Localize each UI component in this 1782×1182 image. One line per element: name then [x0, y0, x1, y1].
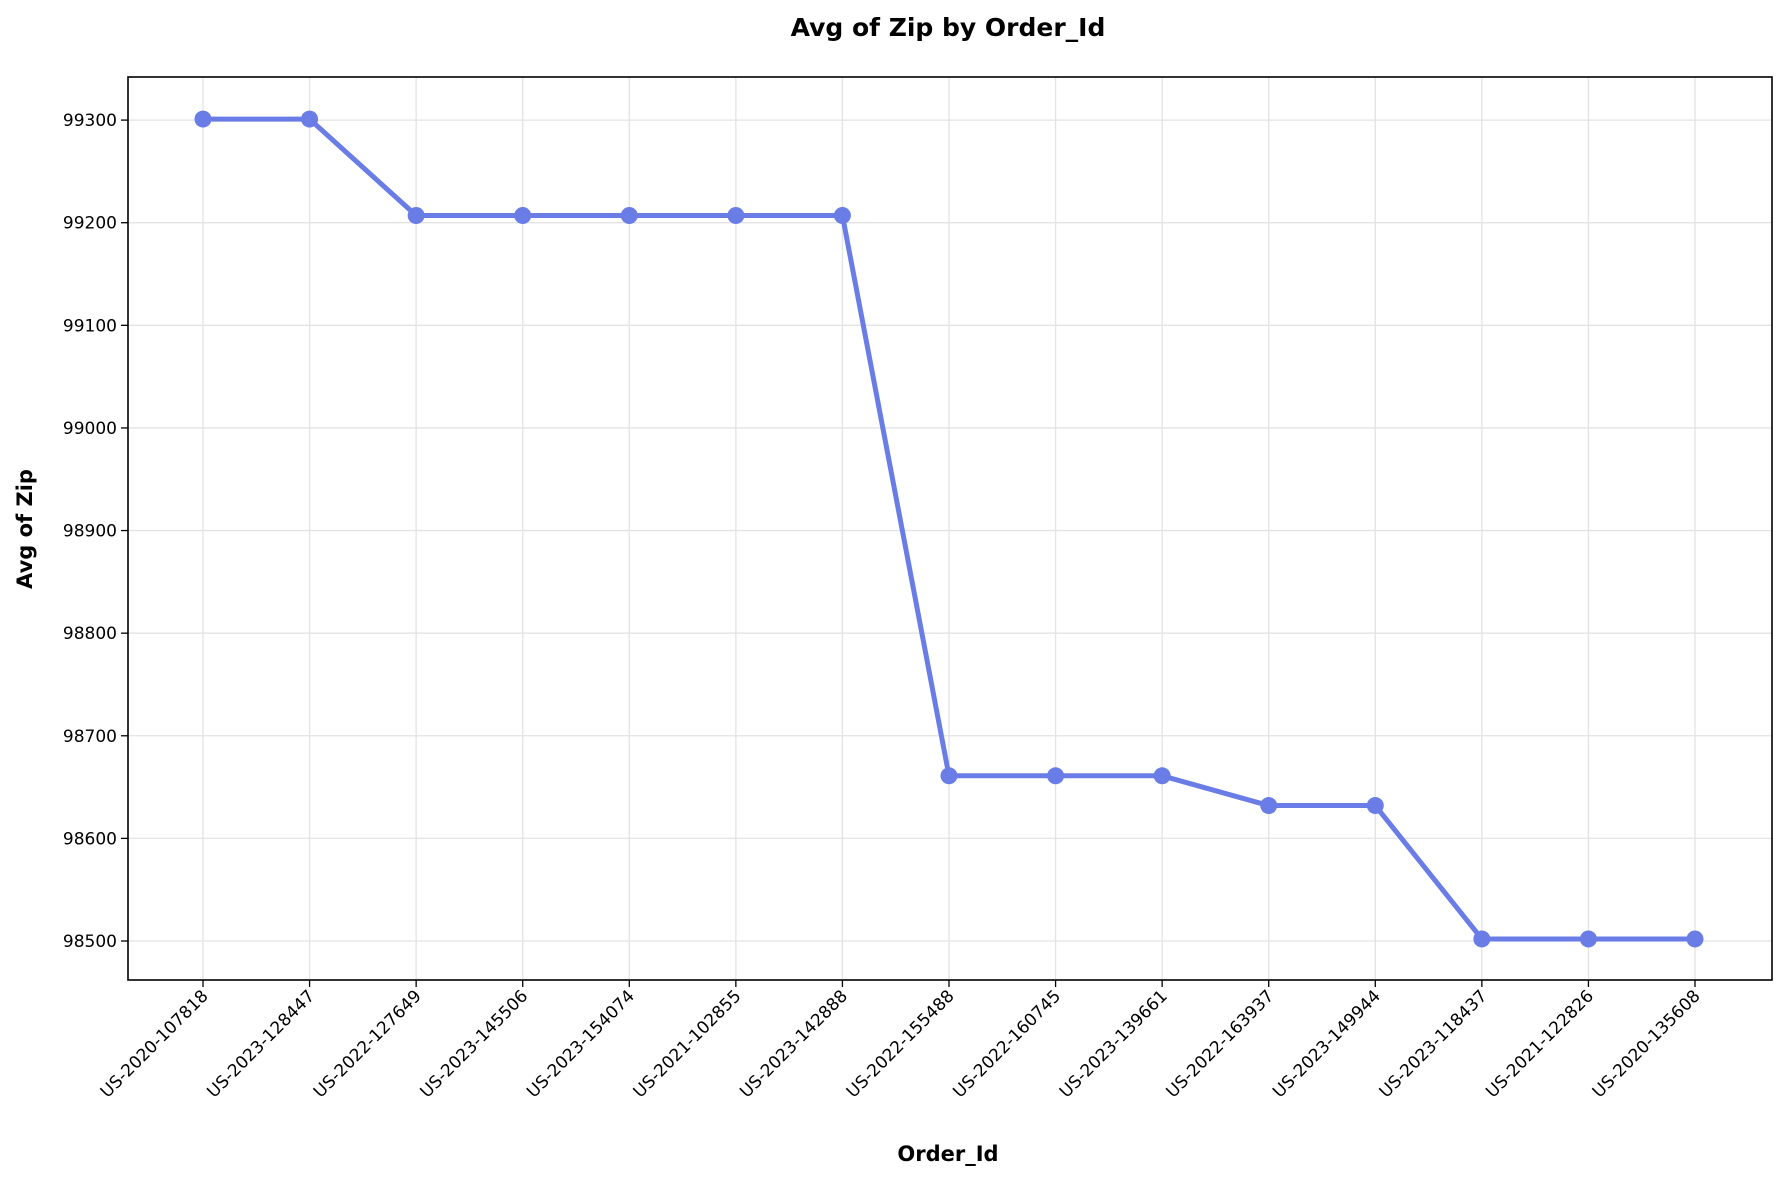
y-tick-label: 98500 — [63, 932, 117, 952]
y-tick-label: 99100 — [63, 316, 117, 336]
series-group — [194, 110, 1704, 948]
x-tick-label: US-2020-107818 — [97, 986, 213, 1102]
x-tick-label: US-2023-154074 — [523, 986, 639, 1102]
data-point — [833, 207, 851, 225]
data-point — [1153, 767, 1171, 785]
x-tick-label: US-2022-155488 — [843, 986, 959, 1102]
data-point — [194, 110, 212, 128]
y-tick-label: 98800 — [63, 624, 117, 644]
y-tick-label: 98700 — [63, 727, 117, 747]
x-tick-label: US-2023-142888 — [736, 986, 852, 1102]
y-axis-ticks: 98500 98600 98700 98800 98900 99000 99100 99200… — [63, 111, 128, 952]
data-point — [1473, 930, 1491, 948]
y-axis-label: Avg of Zip — [13, 469, 37, 589]
x-tick-label: US-2023-128447 — [203, 986, 319, 1102]
data-point — [1260, 797, 1278, 815]
x-axis-ticks: US-2020-107818US-2023-128447US-2022-1276… — [97, 980, 1705, 1102]
grid-lines — [128, 77, 1772, 980]
plot-frame — [127, 76, 1773, 981]
x-tick-label: US-2021-102855 — [630, 986, 746, 1102]
data-point — [940, 767, 958, 785]
data-point — [407, 207, 425, 225]
x-tick-label: US-2023-139661 — [1056, 986, 1172, 1102]
x-tick-label: US-2022-163937 — [1163, 986, 1279, 1102]
x-tick-label: US-2021-122826 — [1482, 986, 1598, 1102]
y-tick-label: 98600 — [63, 829, 117, 849]
data-point — [301, 110, 319, 128]
y-tick-label: 98900 — [63, 522, 117, 542]
data-point — [1047, 767, 1065, 785]
x-tick-label: US-2022-160745 — [949, 986, 1065, 1102]
y-tick-label: 99200 — [63, 214, 117, 234]
data-point — [620, 207, 638, 225]
chart-title: Avg of Zip by Order_Id — [791, 13, 1106, 42]
x-tick-label: US-2020-135608 — [1589, 986, 1705, 1102]
y-tick-label: 99300 — [63, 111, 117, 131]
data-point — [727, 207, 745, 225]
data-point — [1686, 930, 1704, 948]
data-point — [1579, 930, 1597, 948]
x-tick-label: US-2023-118437 — [1376, 986, 1492, 1102]
y-tick-label: 99000 — [63, 419, 117, 439]
data-point — [1366, 797, 1384, 815]
x-tick-label: US-2023-145506 — [417, 986, 533, 1102]
data-point — [514, 207, 532, 225]
x-axis-label: Order_Id — [897, 1142, 998, 1166]
x-tick-label: US-2023-149944 — [1269, 986, 1385, 1102]
x-tick-label: US-2022-127649 — [310, 986, 426, 1102]
